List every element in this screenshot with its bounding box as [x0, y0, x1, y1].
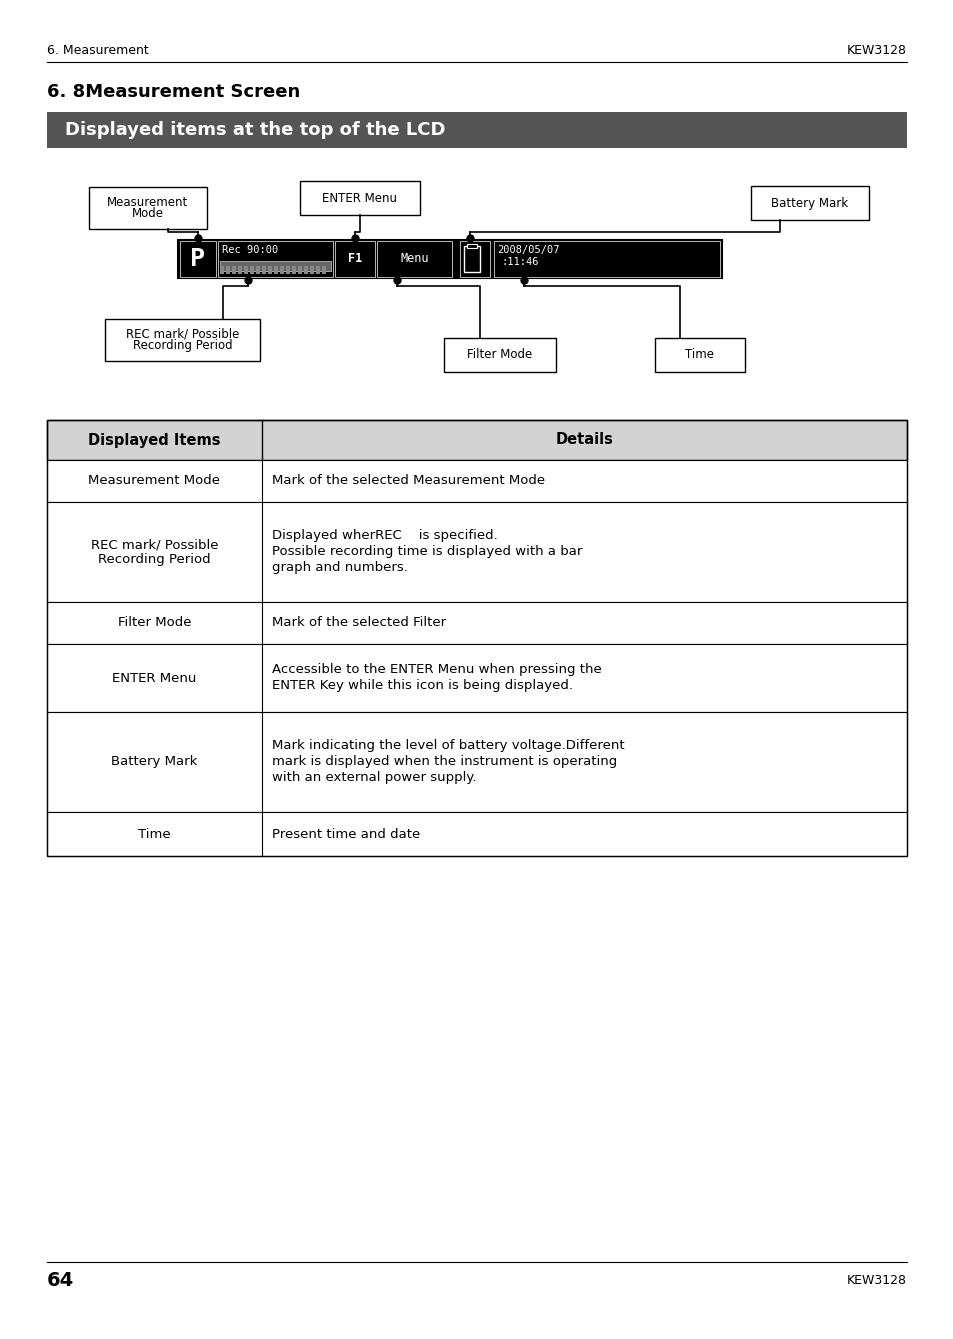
- Text: Mark indicating the level of battery voltage.Different: Mark indicating the level of battery vol…: [272, 739, 624, 753]
- Text: 2008/05/07: 2008/05/07: [497, 245, 558, 254]
- Text: Mark of the selected Measurement Mode: Mark of the selected Measurement Mode: [272, 474, 544, 487]
- Text: Measurement Mode: Measurement Mode: [89, 474, 220, 487]
- Bar: [443, 337, 556, 372]
- Bar: [47, 811, 906, 856]
- Text: Battery Mark: Battery Mark: [771, 197, 847, 209]
- Text: Details: Details: [555, 432, 613, 447]
- Text: Menu: Menu: [400, 253, 428, 265]
- Bar: [494, 241, 720, 277]
- Text: ENTER Menu: ENTER Menu: [322, 191, 397, 205]
- Text: Mark of the selected Filter: Mark of the selected Filter: [272, 616, 446, 629]
- Text: Time: Time: [685, 348, 714, 362]
- Bar: [218, 241, 333, 277]
- Text: Rec 90:00: Rec 90:00: [222, 245, 278, 254]
- Text: 6. Measurement: 6. Measurement: [47, 43, 149, 56]
- Bar: [47, 112, 906, 149]
- Bar: [106, 319, 260, 362]
- Text: Time: Time: [138, 828, 171, 841]
- Text: 64: 64: [47, 1271, 74, 1289]
- Bar: [459, 241, 490, 277]
- Bar: [220, 261, 331, 270]
- Text: :11:46: :11:46: [501, 257, 539, 266]
- Text: ENTER Menu: ENTER Menu: [112, 671, 196, 684]
- Text: REC mark/ Possible: REC mark/ Possible: [91, 538, 218, 552]
- Text: Possible recording time is displayed with a bar: Possible recording time is displayed wit…: [272, 545, 581, 558]
- Bar: [335, 241, 375, 277]
- Bar: [89, 187, 207, 229]
- Bar: [286, 266, 290, 274]
- Bar: [178, 240, 721, 279]
- Bar: [232, 266, 235, 274]
- Text: Recording Period: Recording Period: [133, 339, 233, 352]
- Bar: [463, 246, 479, 272]
- Text: graph and numbers.: graph and numbers.: [272, 561, 408, 574]
- Bar: [304, 266, 308, 274]
- Text: Accessible to the ENTER Menu when pressing the: Accessible to the ENTER Menu when pressi…: [272, 664, 601, 676]
- Bar: [280, 266, 284, 274]
- Text: Displayed items at the top of the LCD: Displayed items at the top of the LCD: [65, 121, 445, 139]
- Bar: [237, 266, 242, 274]
- Bar: [310, 266, 314, 274]
- Text: mark is displayed when the instrument is operating: mark is displayed when the instrument is…: [272, 755, 617, 769]
- Text: Displayed wherREC    is specified.: Displayed wherREC is specified.: [272, 529, 497, 542]
- Text: Filter Mode: Filter Mode: [117, 616, 191, 629]
- Text: REC mark/ Possible: REC mark/ Possible: [126, 328, 239, 340]
- Bar: [47, 502, 906, 603]
- Text: F1: F1: [348, 253, 362, 265]
- Bar: [220, 266, 224, 274]
- Text: Measurement: Measurement: [108, 195, 189, 209]
- Bar: [255, 266, 260, 274]
- Text: Recording Period: Recording Period: [98, 553, 211, 566]
- Bar: [299, 181, 419, 216]
- Text: Mode: Mode: [132, 208, 164, 220]
- Bar: [655, 337, 744, 372]
- Bar: [47, 712, 906, 811]
- Text: KEW3128: KEW3128: [846, 1273, 906, 1287]
- Bar: [268, 266, 272, 274]
- Bar: [376, 241, 452, 277]
- Text: with an external power supply.: with an external power supply.: [272, 771, 476, 785]
- Text: P: P: [191, 246, 205, 270]
- Text: 6. 8Measurement Screen: 6. 8Measurement Screen: [47, 83, 300, 100]
- Bar: [47, 420, 906, 856]
- Text: ENTER Key while this icon is being displayed.: ENTER Key while this icon is being displ…: [272, 679, 573, 692]
- Bar: [315, 266, 319, 274]
- Bar: [750, 186, 868, 220]
- Text: Filter Mode: Filter Mode: [467, 348, 532, 362]
- Bar: [47, 461, 906, 502]
- Bar: [292, 266, 295, 274]
- Text: Battery Mark: Battery Mark: [112, 755, 197, 769]
- Bar: [297, 266, 302, 274]
- Bar: [467, 244, 476, 248]
- Bar: [274, 266, 277, 274]
- Text: Displayed Items: Displayed Items: [89, 432, 220, 447]
- Bar: [322, 266, 326, 274]
- Bar: [180, 241, 215, 277]
- Bar: [47, 603, 906, 644]
- Bar: [244, 266, 248, 274]
- Text: Present time and date: Present time and date: [272, 828, 420, 841]
- Bar: [47, 420, 906, 461]
- Bar: [47, 644, 906, 712]
- Bar: [226, 266, 230, 274]
- Text: KEW3128: KEW3128: [846, 43, 906, 56]
- Bar: [250, 266, 253, 274]
- Bar: [262, 266, 266, 274]
